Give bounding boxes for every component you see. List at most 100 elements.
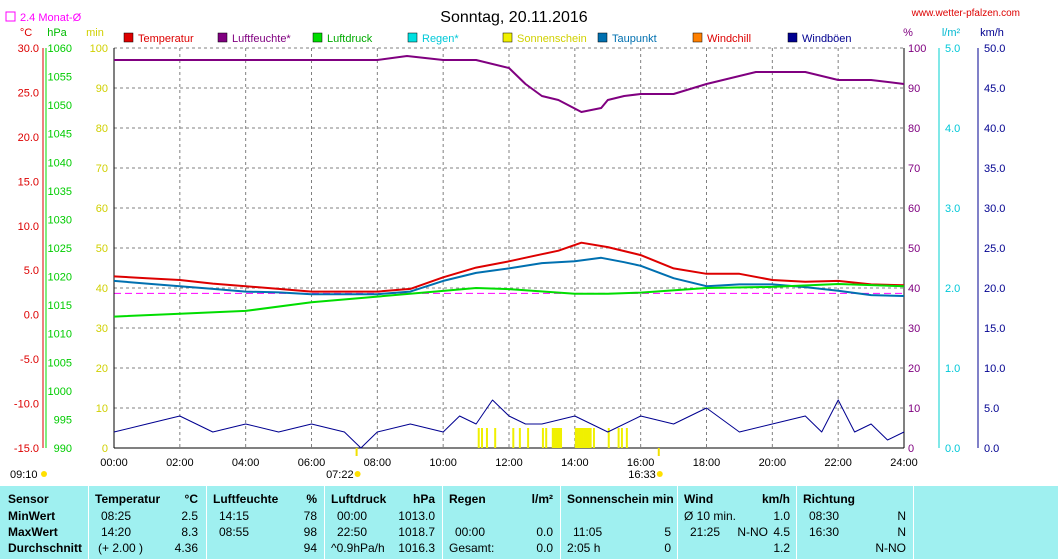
sunshine-bar (558, 428, 561, 448)
stats-avg-pres-trend: ^0.9hPa/h (331, 541, 385, 555)
hpa-tick-label: 1000 (48, 386, 72, 398)
humidity-tick-label: 10 (908, 403, 920, 415)
humidity-tick-label: 100 (908, 43, 926, 55)
wind-tick-label: 0.0 (984, 443, 999, 455)
hpa-tick-label: 1060 (48, 43, 72, 55)
legend-swatch (407, 32, 418, 43)
x-tick-label: 22:00 (824, 457, 852, 469)
left-axes: °C hPa min 30.0 25.0 20.0 15.0 10.0 5.0 0.0 -5.0 -1… (14, 27, 108, 455)
legend-item: Temperatur (138, 33, 194, 45)
sunshine-bar (578, 428, 581, 448)
hpa-tick-label: 990 (54, 443, 72, 455)
sunshine-bar (551, 428, 554, 448)
minutes-tick-label: 20 (96, 363, 108, 375)
wind-tick-label: 30.0 (984, 203, 1005, 215)
legend-item: Regen* (422, 33, 459, 45)
minutes-tick-label: 40 (96, 283, 108, 295)
stats-max-pres-time: 22:50 (337, 525, 368, 539)
legend-swatch (502, 32, 513, 43)
humidity-tick-label: 90 (908, 83, 920, 95)
stats-min-temp-val: 2.5 (181, 509, 198, 523)
minutes-tick-label: 50 (96, 243, 108, 255)
stats-max-temp-val: 8.3 (181, 525, 198, 539)
sunshine-bar (579, 428, 582, 448)
minutes-tick-label: 90 (96, 83, 108, 95)
stats-avg-wind-val: 1.2 (773, 541, 790, 555)
x-axis: 00:00 02:00 04:00 06:00 08:00 10:00 12:00 14:00… (10, 448, 918, 481)
humidity-tick-label: 20 (908, 363, 920, 375)
x-tick-label: 00:00 (100, 457, 128, 469)
sunshine-bar (555, 428, 558, 448)
unit-label-celsius: °C (20, 27, 32, 39)
hpa-tick-label: 1055 (48, 72, 72, 84)
humidity-tick-label: 80 (908, 123, 920, 135)
sunshine-bar (494, 428, 497, 448)
x-tick-label: 08:00 (364, 457, 392, 469)
stats-header-rain-unit: l/m² (531, 492, 553, 506)
stats-max-pres-val: 1018.7 (398, 525, 435, 539)
stats-avg-hum-val: 94 (303, 541, 317, 555)
weather-chart: °C hPa min 30.0 25.0 20.0 15.0 10.0 5.0 0.0 -5.0 -1… (5, 8, 1020, 481)
stats-divider (677, 486, 678, 559)
x-tick-label: 02:00 (166, 457, 194, 469)
stats-header-hum: Luftfeuchte (213, 492, 279, 506)
x-tick-label: 10:00 (429, 457, 457, 469)
sunshine-bar (584, 428, 587, 448)
sun-icon (41, 471, 47, 477)
stats-max-rain-val: 0.0 (536, 525, 553, 539)
stats-max-dir-time: 16:30 (809, 525, 840, 539)
stats-avg-sun-val: 0 (664, 541, 671, 555)
temp-tick-label: 25.0 (18, 87, 39, 99)
stats-divider (88, 486, 89, 559)
stats-header-temp: Temperatur (95, 492, 161, 506)
stats-min-dir-time: 08:30 (809, 509, 840, 523)
temp-tick-label: 30.0 (18, 43, 39, 55)
legend-swatch (692, 32, 703, 43)
hpa-tick-label: 1015 (48, 300, 72, 312)
stats-max-temp-time: 14:20 (101, 525, 132, 539)
hpa-tick-label: 1050 (48, 100, 72, 112)
legend-item: Taupunkt (612, 33, 657, 45)
x-tick-label: 24:00 (890, 457, 918, 469)
legend-swatch (312, 32, 323, 43)
sunshine-bar (586, 428, 589, 448)
rain-tick-label: 3.0 (945, 203, 960, 215)
stats-header-pres: Luftdruck (331, 492, 387, 506)
avg-marker-icon (5, 11, 16, 22)
sunshine-bar (589, 428, 592, 448)
wind-tick-label: 45.0 (984, 83, 1005, 95)
site-link[interactable]: www.wetter-pfalzen.com (911, 8, 1020, 19)
chart-grid (113, 47, 905, 449)
sunset-label: 16:33 (628, 469, 656, 481)
stats-avg-temp-trend: (+ 2.00 ) (98, 541, 144, 555)
legend-item: Sonnenschein (517, 33, 587, 45)
x-tick-label: 12:00 (495, 457, 523, 469)
avg-marker-label: 2.4 Monat-Ø (20, 12, 82, 24)
temp-tick-label: -5.0 (20, 354, 39, 366)
rain-tick-label: 2.0 (945, 283, 960, 295)
sun-icon (656, 471, 663, 477)
stats-header-wind: Wind (684, 492, 714, 506)
sunshine-bar (560, 428, 563, 448)
temp-tick-label: -10.0 (14, 399, 39, 411)
stats-min-wind-val: 1.0 (773, 509, 790, 523)
sunshine-bar (477, 428, 480, 448)
stats-avg-rain-val: 0.0 (536, 541, 553, 555)
sun-icon (354, 471, 361, 477)
legend-swatch (597, 32, 608, 43)
sunshine-bar (541, 428, 544, 448)
hpa-tick-label: 1040 (48, 157, 72, 169)
minutes-tick-label: 60 (96, 203, 108, 215)
stats-divider (560, 486, 561, 559)
stats-divider (442, 486, 443, 559)
stats-min-pres-time: 00:00 (337, 509, 368, 523)
x-tick-label: 20:00 (759, 457, 787, 469)
stats-min-label: MinWert (8, 509, 56, 523)
minutes-tick-label: 30 (96, 323, 108, 335)
stats-min-pres-val: 1013.0 (398, 509, 435, 523)
temp-tick-label: 20.0 (18, 132, 39, 144)
chart-legend: Temperatur Luftfeuchte* Luftdruck Regen* Son… (123, 32, 852, 45)
legend-item: Windböen (802, 33, 852, 45)
hpa-tick-label: 1020 (48, 272, 72, 284)
sunshine-bar (574, 428, 577, 448)
